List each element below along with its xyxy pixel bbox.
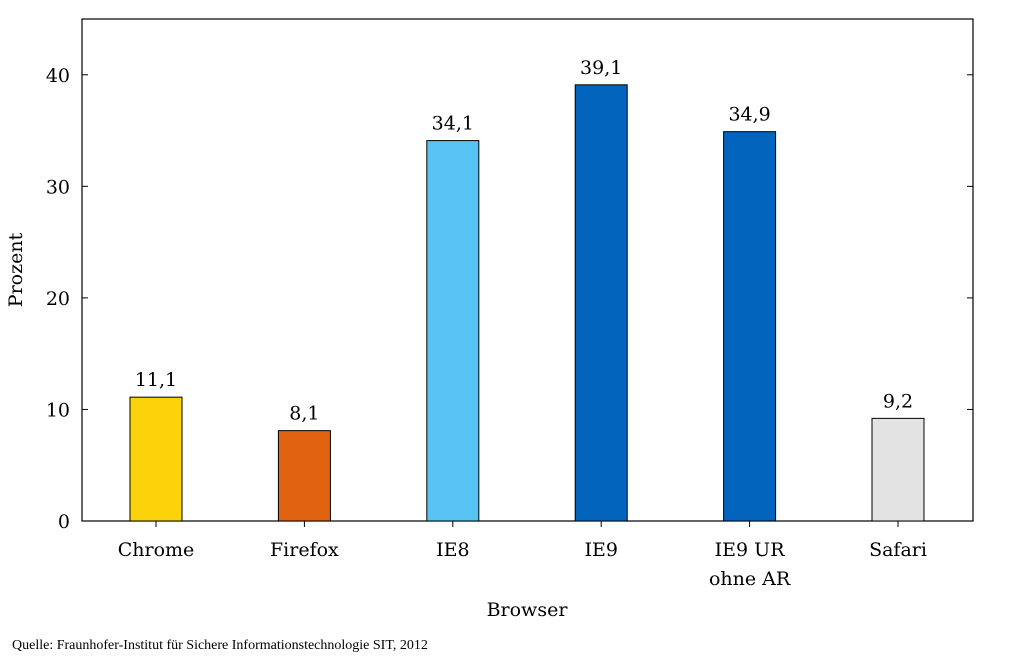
bar-value-label: 34,9 (728, 104, 770, 126)
bar (574, 84, 628, 522)
y-tick-label: 40 (46, 65, 70, 87)
x-axis: Chrome Firefox IE8 IE9 IE9 UR ohne AR Safari (118, 521, 927, 590)
bar (723, 131, 777, 522)
bar-value-label: 39,1 (580, 57, 622, 79)
bars-group (129, 84, 925, 522)
value-labels-group: 11,1 8,1 34,1 39,1 34,9 9,2 (135, 57, 913, 425)
y-axis: 0 10 20 30 40 (46, 65, 973, 533)
bar (129, 396, 183, 522)
bar-value-label: 11,1 (135, 369, 177, 391)
x-tick-label: Safari (869, 539, 927, 561)
bar-value-label: 34,1 (432, 113, 474, 135)
x-tick-label: Firefox (270, 539, 339, 561)
plot-frame (81, 18, 974, 522)
y-tick-label: 30 (46, 176, 70, 198)
x-axis-title: Browser (487, 599, 569, 621)
x-tick-label: IE9 UR ohne AR (709, 539, 791, 590)
y-tick-label: 20 (46, 288, 70, 310)
y-tick-label: 0 (58, 511, 70, 533)
x-tick-label: IE8 (436, 539, 469, 561)
source-note: Quelle: Fraunhofer-Institut für Sichere … (12, 638, 428, 653)
y-axis-title: Prozent (5, 232, 27, 307)
bar-value-label: 8,1 (289, 403, 319, 425)
x-tick-label: Chrome (118, 539, 195, 561)
bar (277, 430, 331, 522)
y-tick-label: 10 (46, 399, 70, 421)
bar-value-label: 9,2 (883, 390, 913, 412)
bar (426, 140, 480, 522)
bar (871, 417, 925, 522)
x-tick-label: IE9 (584, 539, 617, 561)
